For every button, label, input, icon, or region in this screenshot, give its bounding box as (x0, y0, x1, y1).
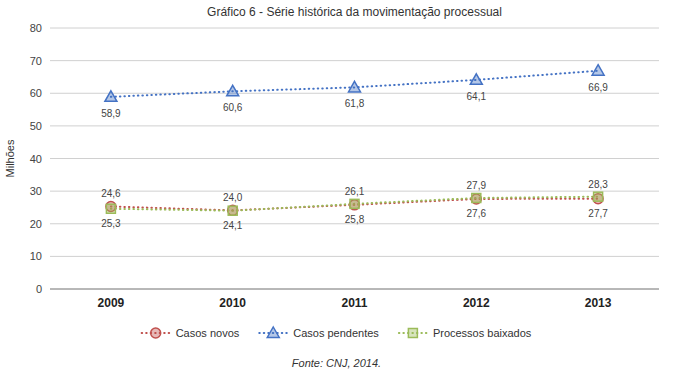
marker (105, 91, 117, 102)
grid-line (50, 60, 659, 61)
data-label: 24,1 (223, 220, 243, 231)
grid-line (50, 289, 659, 290)
y-tick-label: 60 (30, 87, 42, 99)
data-label: 64,1 (467, 91, 487, 102)
legend-marker (151, 328, 161, 338)
x-tick-label: 2012 (463, 296, 490, 310)
legend: Casos novos Casos pendentes Processos baix… (142, 327, 532, 339)
data-label: 27,7 (588, 208, 608, 219)
grid-line (50, 28, 659, 29)
title: Gráfico 6 - Série histórica da movimenta… (207, 5, 502, 19)
legend-label: Processos baixados (433, 327, 532, 339)
data-label: 24,6 (101, 188, 121, 199)
marker (470, 74, 482, 85)
y-tick-label: 10 (30, 250, 42, 262)
data-label: 24,0 (223, 192, 243, 203)
grid-line (50, 93, 659, 94)
series-line (111, 71, 598, 97)
marker (106, 204, 115, 213)
marker (349, 81, 361, 92)
marker (350, 199, 359, 208)
series-line (111, 199, 598, 211)
legend-marker (408, 329, 417, 338)
chart: Gráfico 6 - Série histórica da movimenta… (0, 0, 673, 377)
grid-line (50, 125, 659, 126)
x-axis-line (50, 289, 659, 290)
legend-marker (267, 327, 279, 338)
y-tick-label: 20 (30, 218, 42, 230)
data-label: 25,8 (345, 214, 365, 225)
x-tick-label: 2010 (219, 296, 246, 310)
marker (227, 85, 239, 96)
data-label: 25,3 (101, 218, 121, 229)
grid-line (50, 256, 659, 257)
data-label: 27,6 (467, 208, 487, 219)
y-tick-label: 70 (30, 55, 42, 67)
x-tick-label: 2009 (98, 296, 125, 310)
y-tick-label: 40 (30, 153, 42, 165)
legend-label: Casos novos (176, 327, 240, 339)
data-label: 60,6 (223, 102, 243, 113)
y-axis-label: Milhões (4, 139, 16, 177)
legend-item: Processos baixados (399, 327, 532, 339)
grid-line (50, 158, 659, 159)
marker (228, 206, 237, 215)
data-label: 66,9 (588, 82, 608, 93)
data-label: 58,9 (101, 108, 121, 119)
marker (594, 192, 603, 201)
marker (472, 193, 481, 202)
marker (350, 200, 360, 210)
y-tick-label: 30 (30, 185, 42, 197)
marker (592, 65, 604, 76)
data-labels: 58,9 24,6 25,3 60,6 24,0 24,1 61,8 26,1 25,8 64,1… (101, 82, 608, 231)
marker (228, 205, 238, 215)
y-tick-label: 0 (36, 283, 42, 295)
source-note: Fonte: CNJ, 2014. (292, 357, 381, 369)
legend-label: Casos pendentes (293, 327, 379, 339)
data-label: 26,1 (345, 186, 365, 197)
x-tick-label: 2013 (585, 296, 612, 310)
x-tick-label: 2011 (341, 296, 367, 310)
legend-item: Casos pendentes (259, 327, 379, 339)
y-axis: 0 10 20 30 40 50 60 70 80 (30, 22, 659, 295)
data-label: 61,8 (345, 98, 365, 109)
legend-item: Casos novos (142, 327, 240, 339)
data-label: 27,9 (467, 180, 487, 191)
plot-area (105, 65, 604, 216)
data-label: 28,3 (588, 179, 608, 190)
marker (471, 194, 481, 204)
y-tick-label: 50 (30, 120, 42, 132)
y-tick-label: 80 (30, 22, 42, 34)
series-line (111, 197, 598, 211)
